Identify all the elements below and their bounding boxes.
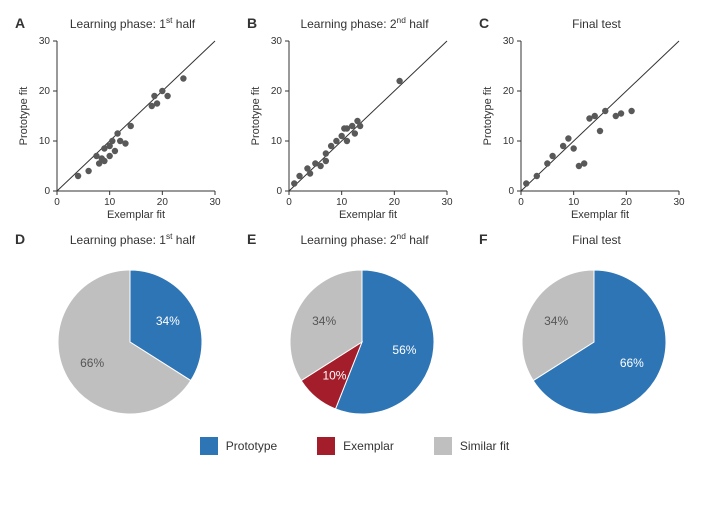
legend-prototype: Prototype [200,437,277,455]
title-text: Learning phase: 2 [300,233,396,247]
title-text: half [172,17,195,31]
svg-text:30: 30 [441,197,453,208]
svg-text:30: 30 [209,197,221,208]
pie-F: 66% 34% [479,252,694,422]
svg-text:20: 20 [503,86,515,97]
panel-label-B: B [247,15,257,31]
title-text: Learning phase: 1 [70,233,166,247]
svg-text:10: 10 [336,197,348,208]
panel-title-B: Learning phase: 2nd half [247,15,462,31]
title-sup: nd [397,231,406,241]
scatter-row: A Learning phase: 1st half 0010102020303… [15,15,694,221]
pie-row: D Learning phase: 1st half 34% 66% E Lear… [15,231,694,422]
title-text: Final test [572,233,621,247]
svg-text:20: 20 [39,86,51,97]
title-sup: nd [397,15,406,25]
svg-text:10: 10 [39,136,51,147]
swatch-exemplar [317,437,335,455]
legend-label: Exemplar [343,439,394,453]
panel-title-F: Final test [479,231,694,247]
scatter-C: 00 10 10 20 20 30 30 Exemplar fit Prototype fit [479,36,694,221]
svg-text:Prototype fit: Prototype fit [250,87,262,146]
legend: Prototype Exemplar Similar fit [15,437,694,455]
panel-label-F: F [479,231,488,247]
svg-text:10%: 10% [322,368,346,382]
svg-text:10: 10 [568,197,580,208]
svg-text:10: 10 [503,136,515,147]
panel-B: B Learning phase: 2nd half 00 10 10 20 20 30 3… [247,15,462,221]
svg-text:10: 10 [271,136,283,147]
panel-title-C: Final test [479,15,694,31]
panel-title-E: Learning phase: 2nd half [247,231,462,247]
svg-text:10: 10 [104,197,116,208]
svg-text:20: 20 [157,197,169,208]
panel-D: D Learning phase: 1st half 34% 66% [15,231,230,422]
svg-text:30: 30 [673,197,685,208]
panel-F: F Final test 66% 34% [479,231,694,422]
pie-D: 34% 66% [15,252,230,422]
panel-title-A: Learning phase: 1st half [15,15,230,31]
svg-text:34%: 34% [544,314,568,328]
pie-E: 56% 10% 34% [247,252,462,422]
svg-text:Prototype fit: Prototype fit [18,87,30,146]
svg-text:0: 0 [508,186,514,197]
panel-title-D: Learning phase: 1st half [15,231,230,247]
title-text: half [406,233,429,247]
svg-text:56%: 56% [392,343,416,357]
svg-text:34%: 34% [312,314,336,328]
title-text: Learning phase: 1 [70,17,166,31]
svg-text:0: 0 [518,197,524,208]
svg-text:Exemplar fit: Exemplar fit [107,209,165,221]
svg-text:66%: 66% [80,356,104,370]
legend-label: Prototype [226,439,277,453]
svg-text:Prototype fit: Prototype fit [482,87,494,146]
svg-text:30: 30 [39,36,51,47]
title-text: half [406,17,429,31]
svg-text:0: 0 [44,186,50,197]
scatter-B: 00 10 10 20 20 30 30 Exemplar fit Prototype fit [247,36,462,221]
panel-E: E Learning phase: 2nd half 56% 10% 34% [247,231,462,422]
legend-exemplar: Exemplar [317,437,394,455]
svg-text:Exemplar fit: Exemplar fit [571,209,629,221]
title-text: Final test [572,17,621,31]
legend-similar: Similar fit [434,437,509,455]
panel-A: A Learning phase: 1st half 00 10 10 20 20 30 3… [15,15,230,221]
svg-text:Exemplar fit: Exemplar fit [339,209,397,221]
svg-text:20: 20 [271,86,283,97]
title-text: half [172,233,195,247]
svg-text:0: 0 [276,186,282,197]
svg-text:34%: 34% [156,314,180,328]
svg-text:66%: 66% [620,356,644,370]
panel-C: C Final test 00 10 10 20 20 30 30 Exemplar fit P… [479,15,694,221]
swatch-similar [434,437,452,455]
svg-text:0: 0 [54,197,60,208]
scatter-A: 00 10 10 20 20 30 30 Exemplar fit Prototype fit [15,36,230,221]
svg-text:0: 0 [286,197,292,208]
svg-text:30: 30 [503,36,515,47]
svg-text:20: 20 [621,197,633,208]
panel-label-A: A [15,15,25,31]
panel-label-C: C [479,15,489,31]
title-text: Learning phase: 2 [300,17,396,31]
svg-text:20: 20 [389,197,401,208]
svg-text:30: 30 [271,36,283,47]
panel-label-E: E [247,231,256,247]
panel-label-D: D [15,231,25,247]
swatch-prototype [200,437,218,455]
legend-label: Similar fit [460,439,509,453]
